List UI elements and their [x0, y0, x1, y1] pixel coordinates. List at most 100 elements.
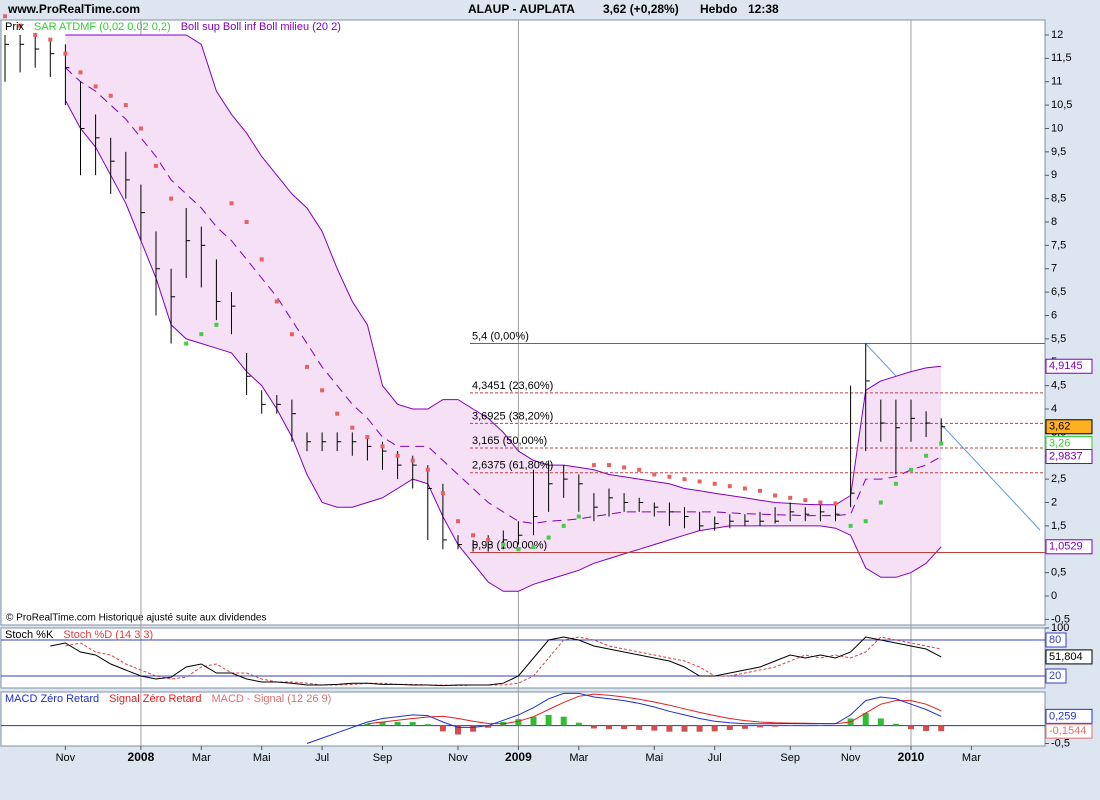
level-label: 20	[1049, 670, 1061, 682]
stoch-k	[50, 636, 942, 687]
period: Hebdo	[700, 2, 737, 16]
sar-dot	[169, 196, 174, 201]
hist-bar	[621, 725, 628, 730]
site: www.ProRealTime.com	[7, 2, 140, 16]
x-tick-label: Mai	[645, 752, 663, 764]
hist-bar	[923, 725, 930, 731]
y-tick-label: 2,5	[1051, 473, 1066, 485]
y-tick-label: 4,5	[1051, 380, 1066, 392]
sar-dot	[425, 467, 430, 472]
quote: 3,62 (+0,28%)	[603, 2, 679, 16]
sar-dot	[289, 332, 294, 337]
sar-dot	[712, 481, 717, 486]
sar-dot	[440, 491, 445, 496]
x-tick-label: Nov	[841, 752, 861, 764]
x-tick-label: Mar	[962, 752, 981, 764]
sar-dot	[788, 495, 793, 500]
y-tick-label: 0	[1051, 590, 1057, 602]
last-value-label: -0,1544	[1049, 725, 1086, 737]
sar-dot	[335, 411, 340, 416]
hist-bar	[908, 725, 914, 730]
note: © ProRealTime.com Historique ajusté suit…	[6, 613, 266, 624]
sar-dot	[350, 425, 355, 430]
hist-bar	[515, 719, 522, 726]
hist-bar	[802, 725, 809, 727]
macd-line	[306, 692, 942, 744]
last-value-label: 2,9837	[1049, 450, 1083, 462]
y-tick-label: 11,5	[1051, 52, 1072, 64]
plots: Nov 2008 Mar Mai Jul Sep Nov 2009 Mar Mai Jul Sep No…	[1, 14, 1093, 764]
sar-dot	[456, 519, 460, 524]
y-tick-label: 11	[1051, 76, 1062, 88]
fib-label: 4,3451 (23,60%)	[472, 380, 553, 392]
hist-bar	[726, 725, 733, 730]
y-tick-label: 6,5	[1051, 286, 1066, 298]
sar-dot	[818, 500, 823, 505]
sar-dot	[652, 472, 657, 477]
y-tick-label: 10,5	[1051, 99, 1072, 111]
legend-entry: Boll sup Boll inf Boll milieu (20 2)	[181, 21, 341, 33]
level-box	[1045, 668, 1067, 684]
last-value-box	[1045, 419, 1093, 435]
hist-bar	[772, 725, 779, 727]
hist-bar	[545, 714, 552, 726]
y-tick-label: -0,5	[1051, 613, 1070, 625]
sar-dot	[486, 537, 491, 542]
last-value-box	[1045, 539, 1093, 555]
sar-dot	[380, 444, 385, 449]
sar-dot	[229, 201, 234, 206]
legend-entry: MACD - Signal (12 26 9)	[211, 693, 331, 705]
y-tick-label: 10	[1051, 122, 1063, 134]
hist-bar	[590, 725, 597, 729]
sar-dot	[33, 32, 38, 37]
last-value-label: 51,804	[1049, 651, 1083, 663]
y-tick-label: 9,5	[1051, 146, 1066, 158]
sar-dot	[909, 467, 913, 472]
sar-dot	[561, 523, 566, 528]
x-tick-label: Sep	[373, 752, 393, 764]
sar-dot	[742, 486, 747, 491]
sar-dot	[773, 493, 778, 498]
fib-label: 3,6925 (38,20%)	[472, 410, 553, 422]
band-middle	[65, 67, 942, 525]
y-tick-label: 12	[1051, 29, 1063, 41]
last-value-label: 0,259	[1049, 710, 1077, 722]
sar-dot	[939, 441, 944, 446]
hist-bar	[379, 722, 386, 726]
sar-dot	[758, 488, 762, 493]
last-value-box	[1045, 723, 1093, 739]
hist-bar	[394, 722, 401, 726]
hist-bar	[560, 716, 567, 726]
legend-entry: Signal Zéro Retard	[109, 693, 201, 705]
last-value-box	[1045, 649, 1093, 665]
sar-dot	[274, 299, 279, 304]
last-value-box	[1045, 358, 1093, 374]
sar-dot	[516, 547, 521, 552]
sar-dot	[320, 388, 325, 393]
hist-bar	[711, 725, 718, 732]
sar-dot	[878, 500, 883, 505]
x-tick-label: Jul	[708, 752, 722, 764]
hist-bar	[575, 722, 582, 726]
sar-dot	[591, 463, 596, 468]
sar-dot	[259, 257, 264, 262]
sar-dot	[108, 93, 113, 98]
legend-entry: MACD Zéro Retard	[5, 693, 99, 705]
x-tick-label: Sep	[780, 752, 800, 764]
sar-dot	[607, 463, 611, 468]
last-value-label: 3,26	[1049, 437, 1070, 449]
fib-label: 0,93 (100,00%)	[472, 539, 547, 551]
x-tick-label: Mar	[192, 752, 211, 764]
sar-dot	[410, 458, 415, 463]
sar-dot	[833, 501, 838, 506]
hist-bar	[938, 725, 945, 732]
sar-dot	[924, 453, 929, 458]
last-value-label: 3,62	[1049, 421, 1070, 433]
hist-bar	[409, 722, 416, 726]
x-tick-label: 2010	[898, 750, 925, 764]
y-tick-label: 8	[1051, 216, 1057, 228]
y-tick-label: 0,5	[1051, 567, 1066, 579]
y-tick-label: 7,5	[1051, 239, 1066, 251]
sar-dot	[682, 477, 687, 482]
x-tick-label: Jul	[315, 752, 329, 764]
